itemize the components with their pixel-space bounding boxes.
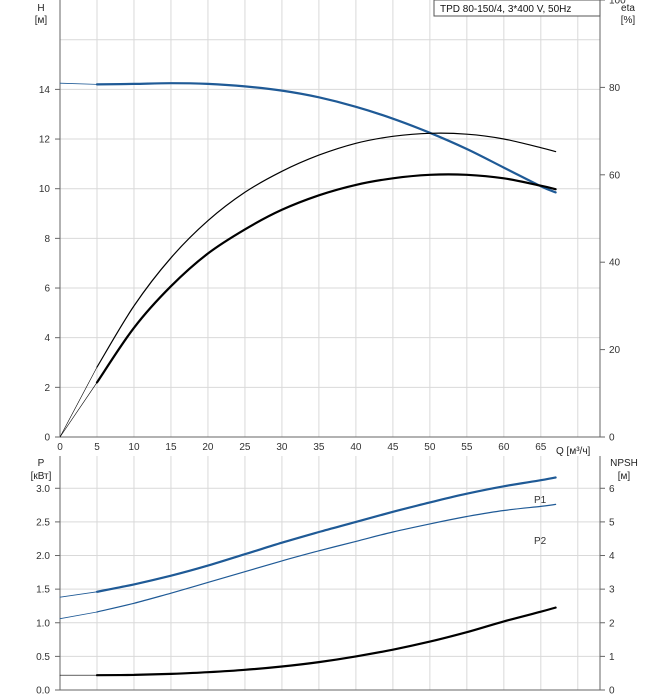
top-series-line-3 — [59, 366, 98, 438]
bottom-right-tick-label: 5 — [609, 517, 615, 528]
bottom-right-axis-unit: [м] — [618, 471, 631, 482]
top-left-tick-label: 6 — [44, 284, 50, 295]
top-left-tick-label: 8 — [44, 234, 50, 245]
top-series-line-2 — [96, 132, 557, 368]
bottom-right-tick-label: 2 — [609, 618, 615, 629]
bottom-series-line-0 — [95, 476, 557, 593]
legend-box — [433, 0, 601, 17]
series-label-p2: P2 — [534, 536, 547, 547]
top-right-axis-title: eta — [621, 3, 635, 14]
top-right-tick-label: 0 — [609, 433, 615, 444]
x-tick-label: 55 — [461, 442, 473, 453]
bottom-right-tick-label: 1 — [609, 652, 615, 663]
x-tick-label: 35 — [313, 442, 325, 453]
top-right-tick-label: 20 — [609, 345, 621, 356]
bottom-left-tick-label: 0.0 — [36, 686, 50, 697]
bottom-left-tick-label: 1.0 — [36, 618, 50, 629]
x-tick-label: 60 — [498, 442, 510, 453]
top-left-tick-label: 10 — [39, 184, 51, 195]
top-right-tick-label: 80 — [609, 83, 621, 94]
x-tick-label: 50 — [424, 442, 436, 453]
bottom-series-line-3 — [59, 611, 98, 620]
x-tick-label: 40 — [350, 442, 362, 453]
x-tick-label: 65 — [535, 442, 547, 453]
bottom-series-line-2 — [96, 503, 557, 613]
top-series-line-0 — [95, 82, 557, 194]
bottom-left-axis-unit: [кВт] — [31, 471, 52, 482]
top-left-axis-title: H — [37, 3, 44, 14]
bottom-left-tick-label: 1.5 — [36, 585, 50, 596]
x-tick-label: 15 — [165, 442, 177, 453]
x-tick-label: 0 — [57, 442, 63, 453]
top-right-tick-label: 60 — [609, 170, 621, 181]
series-label-p1: P1 — [534, 495, 547, 506]
top-left-tick-label: 12 — [39, 135, 51, 146]
top-series-line-4 — [95, 173, 557, 384]
top-left-tick-label: 2 — [44, 383, 50, 394]
x-tick-label: 5 — [94, 442, 100, 453]
top-chart-grid — [59, 0, 601, 438]
bottom-chart-series — [59, 476, 557, 677]
x-tick-label: 30 — [276, 442, 288, 453]
legend-text: TPD 80-150/4, 3*400 V, 50Hz — [440, 4, 571, 15]
x-axis-label: Q [м³/ч] — [556, 446, 591, 457]
top-series-line-5 — [59, 382, 98, 438]
top-right-tick-label: 40 — [609, 258, 621, 269]
top-right-axis-unit: [%] — [621, 15, 636, 26]
top-right-tick-label: 100 — [609, 0, 626, 7]
bottom-left-tick-label: 2.5 — [36, 517, 50, 528]
top-left-tick-label: 0 — [44, 433, 50, 444]
bottom-right-axis-title: NPSH — [610, 458, 638, 469]
x-tick-label: 25 — [239, 442, 251, 453]
bottom-left-tick-label: 0.5 — [36, 652, 50, 663]
top-left-tick-label: 14 — [39, 85, 51, 96]
x-tick-label: 10 — [128, 442, 140, 453]
top-chart-series — [59, 82, 557, 438]
top-series-line-1 — [59, 82, 98, 85]
bottom-right-tick-label: 3 — [609, 585, 615, 596]
bottom-left-axis-title: P — [38, 458, 45, 469]
x-tick-label: 20 — [202, 442, 214, 453]
top-left-axis-unit: [м] — [35, 15, 48, 26]
bottom-series-line-4 — [95, 606, 557, 677]
bottom-right-tick-label: 6 — [609, 484, 615, 495]
x-tick-label: 45 — [387, 442, 399, 453]
bottom-left-tick-label: 3.0 — [36, 484, 50, 495]
top-left-tick-label: 4 — [44, 333, 50, 344]
bottom-right-tick-label: 0 — [609, 686, 615, 697]
bottom-left-tick-label: 2.0 — [36, 551, 50, 562]
bottom-chart-grid — [59, 456, 601, 691]
bottom-right-tick-label: 4 — [609, 551, 615, 562]
bottom-series-line-1 — [59, 591, 98, 598]
